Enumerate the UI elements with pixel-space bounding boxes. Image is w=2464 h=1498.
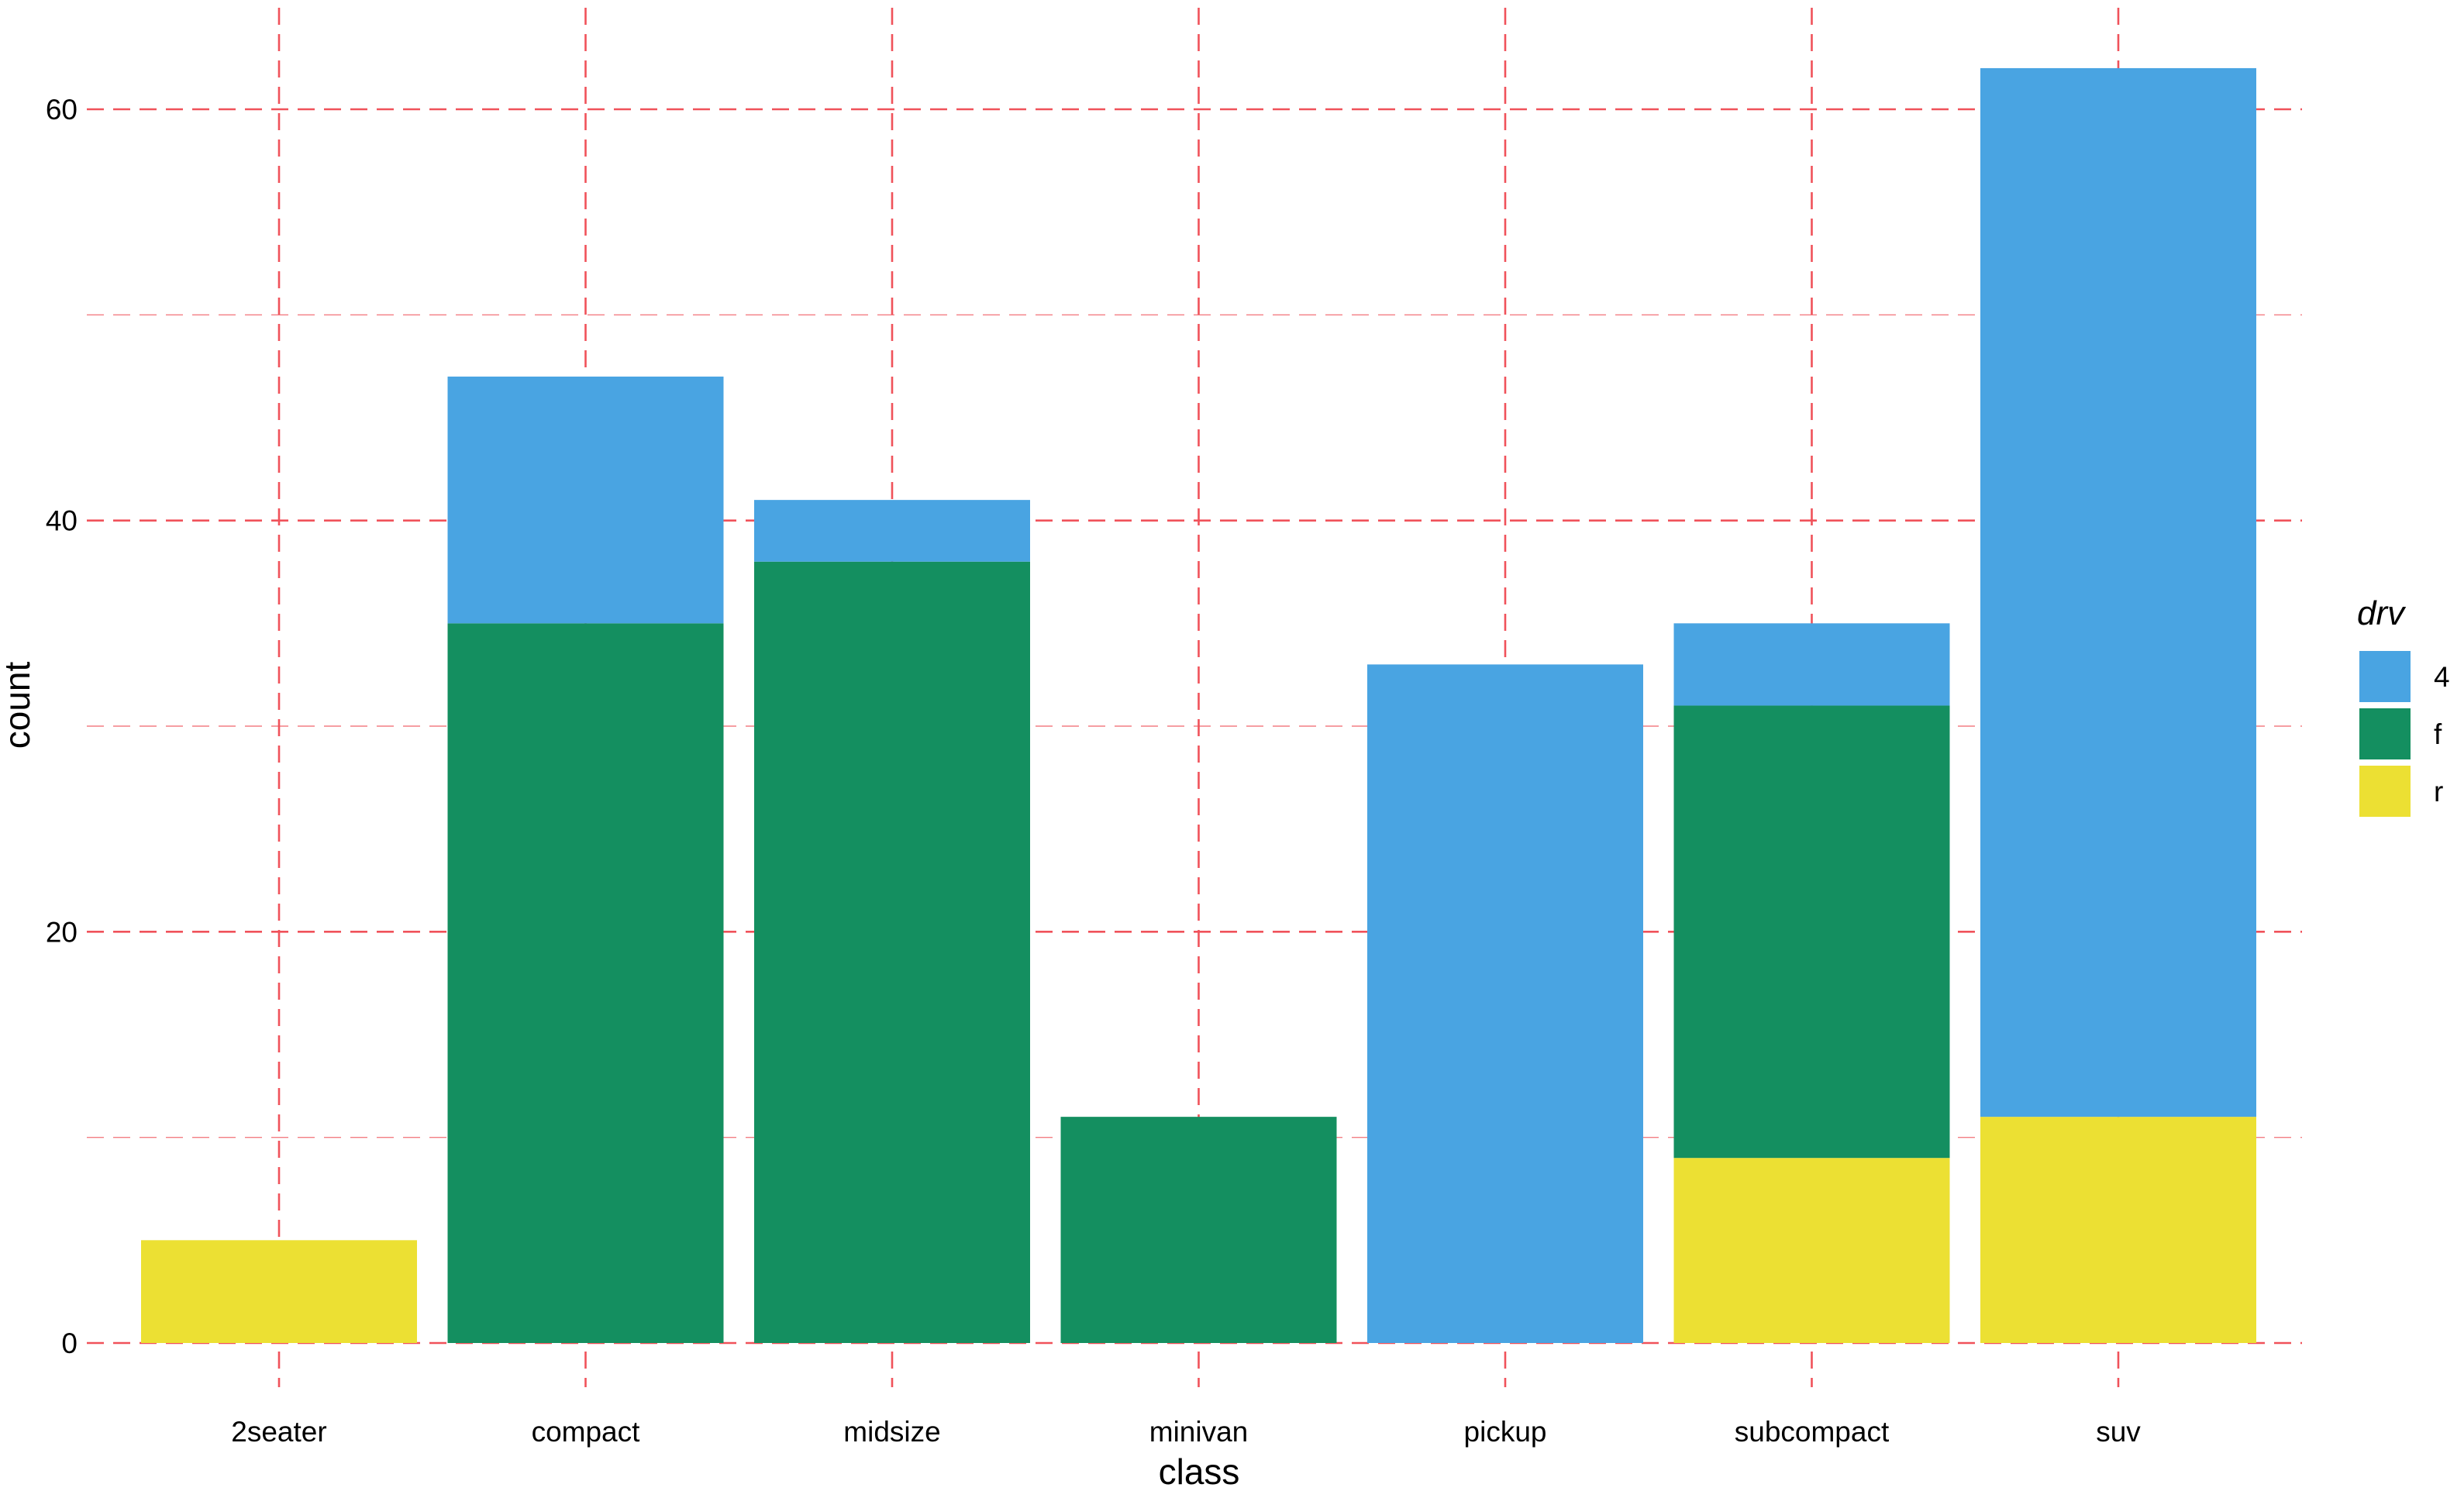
bar-segment-compact-f xyxy=(447,623,724,1343)
bar-segment-midsize-4 xyxy=(754,500,1030,562)
bar-segment-subcompact-r xyxy=(1673,1158,1950,1343)
bar-segment-pickup-4 xyxy=(1367,664,1643,1343)
legend-title: drv xyxy=(2357,594,2407,632)
y-tick-label: 60 xyxy=(46,94,78,126)
bars xyxy=(141,67,2256,1343)
x-tick-label: midsize xyxy=(843,1416,940,1448)
x-tick-label: 2seater xyxy=(231,1416,326,1448)
y-tick-label: 20 xyxy=(46,916,78,948)
x-tick-label: compact xyxy=(532,1416,641,1448)
bar-segment-subcompact-f xyxy=(1673,705,1950,1159)
bar-segment-midsize-f xyxy=(754,561,1030,1343)
x-tick-label: pickup xyxy=(1464,1416,1547,1448)
bar-segment-suv-4 xyxy=(1980,67,2256,1117)
y-axis-title: count xyxy=(0,662,37,749)
bar-segment-subcompact-4 xyxy=(1673,623,1950,706)
bar-segment-2seater-r xyxy=(141,1240,417,1343)
legend-key-r xyxy=(2359,766,2411,817)
x-tick-label: minivan xyxy=(1149,1416,1249,1448)
legend-key-4 xyxy=(2359,651,2411,702)
x-axis-title: class xyxy=(1159,1452,1240,1492)
x-tick-label: subcompact xyxy=(1735,1416,1890,1448)
y-tick-label: 40 xyxy=(46,505,78,537)
bar-segment-minivan-f xyxy=(1060,1117,1337,1343)
bar-segment-compact-4 xyxy=(447,376,724,624)
legend-label: 4 xyxy=(2434,661,2450,693)
legend: drv 4 fr xyxy=(2357,594,2450,817)
axes: 0 20 40 60 2seater compact midsize minivan picku… xyxy=(46,94,2141,1448)
legend-label: f xyxy=(2434,718,2442,750)
legend-label: r xyxy=(2434,776,2443,808)
y-tick-label: 0 xyxy=(61,1328,78,1359)
legend-key-f xyxy=(2359,708,2411,759)
bar-segment-suv-r xyxy=(1980,1117,2256,1343)
x-tick-label: suv xyxy=(2096,1416,2141,1448)
